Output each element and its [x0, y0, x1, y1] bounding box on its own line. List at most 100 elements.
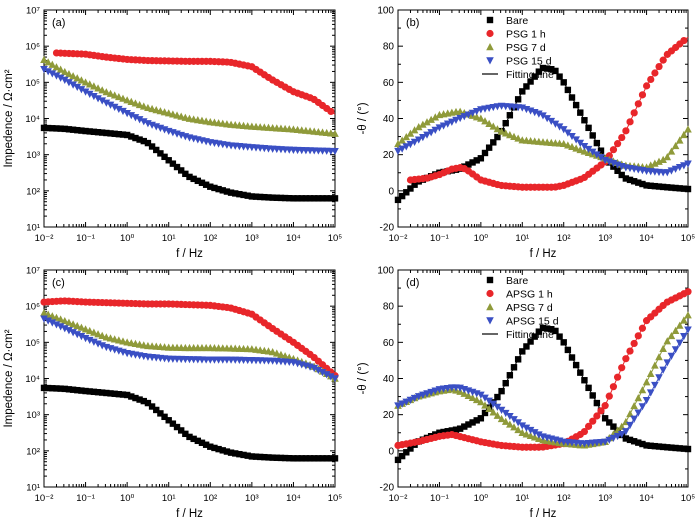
- series-psg-1-h: [406, 36, 689, 191]
- y-tick-label: 40: [383, 374, 395, 385]
- data-point: [684, 311, 692, 319]
- x-tick-label: 10³: [245, 493, 259, 504]
- data-point: [135, 100, 144, 109]
- data-point: [664, 444, 671, 451]
- data-point: [198, 439, 206, 446]
- data-point: [423, 118, 431, 126]
- y-tick-label: 60: [383, 78, 395, 89]
- data-point: [477, 155, 485, 162]
- data-point: [481, 394, 489, 402]
- data-point: [252, 193, 260, 200]
- data-point: [103, 389, 110, 397]
- data-point: [493, 403, 502, 411]
- data-point: [498, 387, 505, 395]
- data-point: [49, 125, 56, 132]
- data-point: [489, 408, 498, 416]
- data-point: [506, 131, 514, 139]
- data-point: [423, 390, 431, 398]
- data-point: [127, 97, 136, 105]
- data-point: [494, 393, 501, 401]
- data-point: [634, 394, 643, 402]
- data-point: [501, 409, 510, 418]
- data-point: [98, 86, 106, 94]
- data-point: [626, 436, 634, 444]
- x-tick-label: 10³: [598, 233, 612, 244]
- data-point: [394, 456, 402, 464]
- data-point: [157, 410, 164, 417]
- data-point: [74, 126, 81, 134]
- x-tick-label: 10⁴: [286, 493, 301, 504]
- data-point: [663, 359, 672, 367]
- x-tick-label: 10⁵: [681, 233, 696, 244]
- data-point: [57, 385, 64, 392]
- data-point: [53, 385, 60, 392]
- data-point: [394, 139, 402, 148]
- data-point: [684, 160, 692, 168]
- data-point: [485, 397, 493, 405]
- y-tick-label: 100: [377, 266, 394, 277]
- data-point: [618, 171, 625, 179]
- data-point: [638, 91, 647, 99]
- data-point: [559, 126, 568, 134]
- data-point: [643, 182, 650, 189]
- data-point: [456, 425, 464, 432]
- data-point: [676, 445, 683, 452]
- data-point: [630, 415, 638, 423]
- data-point: [69, 81, 77, 89]
- data-point: [465, 421, 472, 428]
- data-point: [464, 391, 473, 399]
- data-point: [407, 185, 414, 192]
- series-curve-1: [52, 49, 336, 116]
- data-point: [684, 445, 692, 453]
- y-tick-label: 80: [383, 42, 395, 53]
- data-point: [319, 455, 326, 462]
- data-point: [81, 88, 90, 96]
- data-point: [423, 131, 431, 139]
- data-point: [102, 99, 111, 107]
- data-point: [403, 449, 410, 456]
- data-point: [643, 82, 651, 90]
- data-point: [481, 401, 489, 409]
- data-point: [559, 139, 568, 148]
- data-point: [182, 170, 189, 178]
- data-point: [613, 432, 622, 441]
- data-point: [485, 144, 493, 151]
- data-point: [556, 73, 563, 80]
- data-point: [472, 107, 481, 116]
- data-point: [177, 167, 185, 174]
- data-point: [501, 417, 510, 425]
- data-point: [531, 333, 538, 340]
- y-tick-label: 10¹: [26, 223, 40, 234]
- data-point: [403, 189, 410, 196]
- data-point: [460, 389, 469, 397]
- data-point: [207, 443, 214, 450]
- data-point: [626, 118, 634, 126]
- data-point: [667, 352, 676, 360]
- data-point: [680, 445, 688, 452]
- data-point: [61, 125, 68, 133]
- y-axis-label: Impedence / Ω·cm²: [3, 329, 15, 427]
- data-point: [60, 325, 69, 333]
- data-point: [74, 386, 81, 394]
- y-tick-label: 80: [383, 302, 395, 313]
- data-point: [69, 329, 77, 337]
- data-point: [173, 423, 181, 431]
- data-point: [211, 184, 218, 192]
- data-point: [680, 333, 688, 341]
- data-point: [519, 88, 526, 95]
- data-point: [78, 127, 85, 134]
- data-point: [663, 169, 672, 177]
- data-point: [556, 333, 563, 340]
- data-point: [613, 373, 622, 381]
- data-point: [94, 95, 102, 103]
- data-point: [614, 140, 622, 148]
- y-tick-label: -20: [380, 483, 395, 494]
- y-tick-label: 0: [388, 186, 394, 197]
- data-point: [560, 79, 567, 86]
- data-point: [435, 124, 444, 132]
- data-point: [144, 139, 152, 147]
- data-point: [522, 424, 531, 432]
- data-point: [539, 324, 547, 332]
- data-point: [256, 193, 264, 201]
- data-point: [465, 161, 472, 168]
